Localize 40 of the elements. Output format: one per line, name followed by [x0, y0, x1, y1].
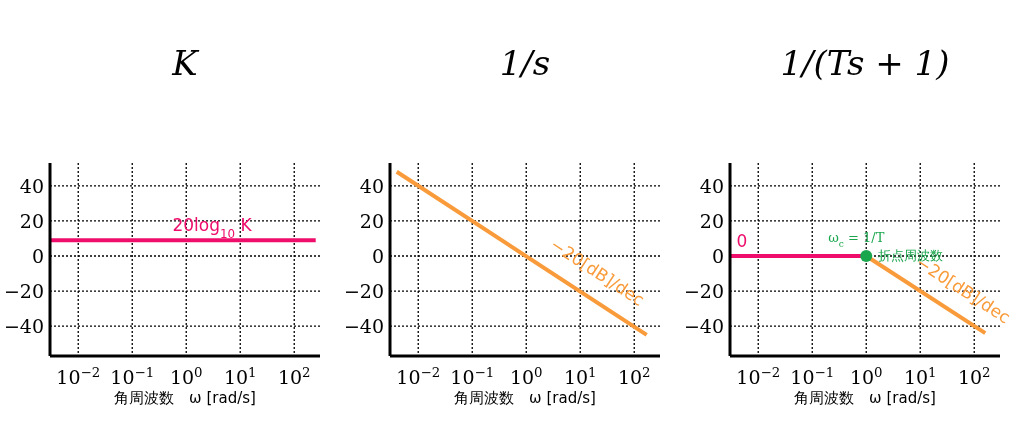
- x-tick-label: 10$^{−1}$: [110, 364, 155, 388]
- y-tick-label: 0: [31, 244, 44, 267]
- y-tick-label: 40: [359, 174, 384, 197]
- x-axis-title: 角周波数 ω [rad/s]: [114, 389, 256, 407]
- x-tick-label: 10$^{1}$: [563, 364, 597, 388]
- y-tick-label: 40: [19, 174, 44, 197]
- y-tick-label: −40: [683, 315, 724, 338]
- y-tick-label: −20: [683, 280, 724, 303]
- x-tick-label: 10$^{0}$: [169, 364, 203, 388]
- x-tick-label: 10$^{0}$: [849, 364, 883, 388]
- x-tick-label: 10$^{1}$: [223, 364, 257, 388]
- annotation: ω$_{c}$ = 1/T: [828, 229, 885, 249]
- x-axis-title: 角周波数 ω [rad/s]: [454, 389, 596, 407]
- y-tick-label: −20: [343, 280, 384, 303]
- y-tick-label: −40: [3, 315, 44, 338]
- x-tick-label: 10$^{−2}$: [736, 364, 781, 388]
- y-tick-label: 20: [699, 209, 724, 232]
- x-tick-label: 10$^{−1}$: [790, 364, 835, 388]
- x-tick-label: 10$^{1}$: [903, 364, 937, 388]
- y-tick-label: 0: [711, 244, 724, 267]
- annotation: 0: [736, 230, 748, 251]
- x-tick-label: 10$^{−1}$: [450, 364, 495, 388]
- x-tick-label: 10$^{−2}$: [396, 364, 441, 388]
- chart-title: 1/(Ts + 1): [780, 43, 950, 83]
- annotation: 折点周波数: [878, 247, 944, 263]
- y-tick-label: −20: [3, 280, 44, 303]
- x-axis-title: 角周波数 ω [rad/s]: [794, 389, 936, 407]
- x-tick-label: 10$^{2}$: [277, 364, 311, 388]
- x-tick-label: 10$^{2}$: [617, 364, 651, 388]
- x-tick-label: 10$^{0}$: [509, 364, 543, 388]
- y-tick-label: 20: [19, 209, 44, 232]
- x-tick-label: 10$^{2}$: [957, 364, 991, 388]
- y-tick-label: 40: [699, 174, 724, 197]
- y-tick-label: −40: [343, 315, 384, 338]
- annotation: 20log$_{10}$ K: [172, 215, 253, 242]
- y-tick-label: 20: [359, 209, 384, 232]
- y-tick-label: 0: [371, 244, 384, 267]
- chart-title: K: [171, 43, 201, 83]
- x-tick-label: 10$^{−2}$: [56, 364, 101, 388]
- chart-title: 1/s: [499, 43, 551, 83]
